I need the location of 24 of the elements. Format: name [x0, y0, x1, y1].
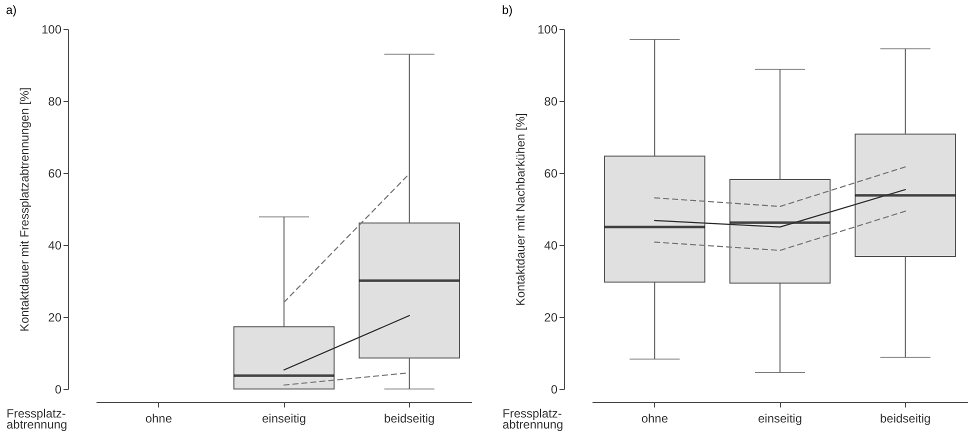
- y-tick-label: 0: [550, 382, 558, 396]
- y-tick-label: 60: [544, 166, 558, 180]
- x-tick-label: einseitig: [758, 412, 802, 426]
- y-tick-label: 80: [544, 94, 558, 108]
- y-tick-label: 60: [48, 166, 62, 180]
- y-tick-label: 40: [544, 238, 558, 252]
- x-tick-label: ohne: [145, 412, 172, 426]
- x-axis-title: Fressplatz-abtrennung: [6, 406, 68, 432]
- chart-title: a): [6, 3, 17, 17]
- y-tick-label: 40: [48, 238, 62, 252]
- y-tick-label: 100: [41, 22, 62, 36]
- y-axis-title: Kontaktdauer mit Nachbarkühen [%]: [513, 113, 528, 306]
- y-tick-label: 100: [537, 22, 558, 36]
- chart-title: b): [502, 3, 513, 17]
- x-tick-label: einseitig: [262, 412, 306, 426]
- x-axis-title: Fressplatz-abtrennung: [502, 406, 564, 432]
- x-tick-label: ohne: [641, 412, 668, 426]
- y-axis-title: Kontaktdauer mit Fressplatzabtrennungen [%]: [17, 87, 32, 332]
- y-tick-label: 0: [54, 382, 62, 396]
- x-tick-label: beidseitig: [880, 412, 931, 426]
- y-tick-label: 20: [544, 310, 558, 324]
- y-tick-label: 20: [48, 310, 62, 324]
- x-tick-label: beidseitig: [384, 412, 435, 426]
- y-tick-label: 80: [48, 94, 62, 108]
